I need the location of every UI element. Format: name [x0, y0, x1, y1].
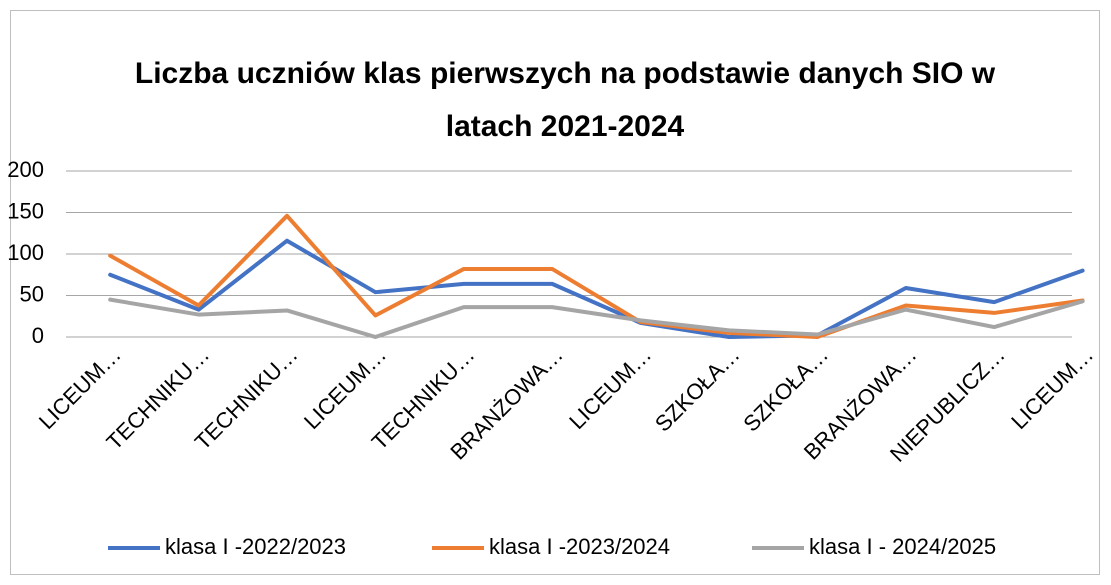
chart-frame [10, 10, 1100, 575]
y-tick-label: 200 [7, 157, 44, 182]
series-line [108, 213, 1085, 339]
legend-label: klasa I - 2024/2025 [809, 534, 996, 559]
y-tick-label: 0 [32, 323, 44, 348]
legend-label: klasa I -2022/2023 [165, 534, 346, 559]
chart-title: latach 2021-2024 [446, 110, 685, 143]
y-tick-label: 50 [20, 281, 44, 306]
chart-title: Liczba uczniów klas pierwszych na podsta… [135, 57, 996, 90]
legend-label: klasa I -2023/2024 [489, 534, 670, 559]
y-tick-label: 150 [7, 198, 44, 223]
series-line [108, 297, 1085, 339]
series-line [108, 238, 1085, 339]
y-tick-label: 100 [7, 240, 44, 265]
